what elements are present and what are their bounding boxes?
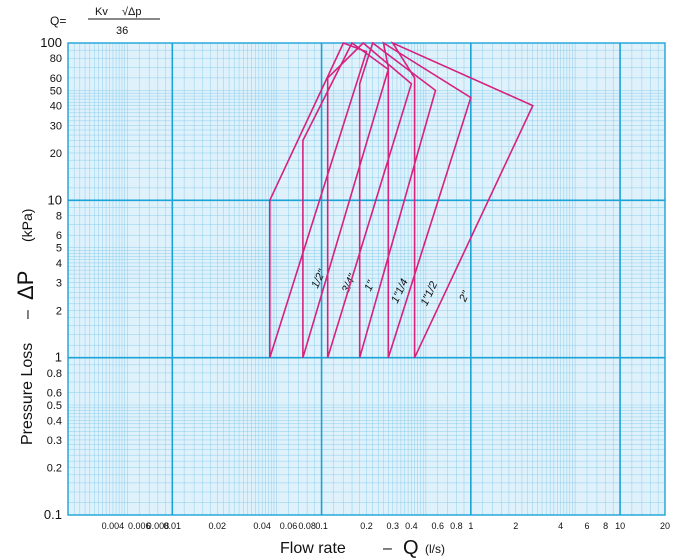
x-tick-label: 0.4 — [405, 521, 418, 531]
y-tick-label: 4 — [56, 258, 62, 270]
x-tick-label: 0.6 — [431, 521, 444, 531]
y-tick-label: 40 — [50, 101, 62, 113]
y-tick-label: 30 — [50, 120, 62, 132]
y-tick-label: 10 — [48, 192, 62, 207]
x-tick-label: 6 — [584, 521, 589, 531]
y-tick-label: 1 — [55, 350, 62, 365]
x-axis-title: Flow rate – Q (l/s) — [280, 537, 445, 559]
y-tick-label: 60 — [50, 73, 62, 85]
y-axis-title-unit: (kPa) — [19, 209, 35, 242]
x-tick-label: 0.2 — [360, 521, 373, 531]
y-axis-tick-labels: 0.1 0.2 0.3 0.4 0.50.6 0.8 1 2 3 4 56 8 10 20 30 40 5060… — [40, 35, 62, 522]
y-tick-label: 5 — [56, 243, 62, 255]
x-tick-label: 0.06 — [280, 521, 298, 531]
x-tick-label: 0.008 — [147, 521, 170, 531]
y-tick-label: 100 — [40, 35, 62, 50]
x-tick-label: 0.004 — [102, 521, 125, 531]
y-tick-label: 0.6 — [47, 388, 62, 400]
y-tick-label: 80 — [50, 53, 62, 65]
x-tick-label: 0.01 — [164, 521, 182, 531]
y-tick-label: 0.2 — [47, 463, 62, 475]
x-tick-label: 0.04 — [253, 521, 271, 531]
y-tick-label: 6 — [56, 230, 62, 242]
series-1in-outline — [326, 41, 413, 358]
y-tick-label: 0.1 — [44, 507, 62, 522]
series-1in1-4-outline — [358, 41, 437, 358]
x-tick-label: 0.3 — [387, 521, 400, 531]
y-tick-label: 2 — [56, 305, 62, 317]
y-tick-label: 20 — [50, 148, 62, 160]
y-axis-title-prefix: Pressure Loss — [19, 343, 36, 445]
y-tick-label: 0.4 — [47, 415, 62, 427]
x-axis-title-dash: – — [383, 540, 392, 557]
x-tick-label: 0.006 — [128, 521, 151, 531]
formula-denominator: 36 — [116, 25, 128, 37]
y-axis-title-dash: – — [19, 310, 36, 319]
x-tick-label: 10 — [615, 521, 625, 531]
y-tick-label: 8 — [56, 211, 62, 223]
x-tick-label: 4 — [558, 521, 563, 531]
series-2in-outline — [390, 41, 534, 359]
plot-frame — [67, 42, 666, 516]
x-tick-label: 0.8 — [450, 521, 463, 531]
x-tick-label: 20 — [660, 521, 670, 531]
major-grid — [68, 43, 665, 515]
x-tick-label: 1 — [468, 521, 473, 531]
x-tick-label: 8 — [603, 521, 608, 531]
y-tick-label: 3 — [56, 278, 62, 290]
formula-q-prefix: Q= — [50, 14, 66, 28]
x-axis-title-symbol: Q — [403, 537, 419, 559]
series-1-2in-outline — [269, 41, 368, 358]
formula-sqrt-dp: √Δp — [122, 6, 142, 18]
x-tick-label: 0.02 — [208, 521, 226, 531]
y-tick-label: 0.8 — [47, 368, 62, 380]
y-tick-label: 0.3 — [47, 435, 62, 447]
minor-grid — [68, 43, 665, 515]
series-1in1-2-outline — [382, 41, 472, 358]
flow-formula: Q= Kv √Δp 36 — [50, 6, 160, 37]
x-axis-title-prefix: Flow rate — [280, 540, 346, 557]
y-tick-label: 0.5 — [47, 400, 62, 412]
y-tick-label: 50 — [50, 85, 62, 97]
x-axis-title-unit: (l/s) — [425, 542, 445, 556]
x-tick-label: 2 — [513, 521, 518, 531]
y-axis-title: Pressure Loss – ΔP (kPa) — [13, 209, 38, 445]
x-tick-label: 0.1 — [315, 521, 328, 531]
x-tick-label: 0.08 — [298, 521, 316, 531]
y-axis-title-symbol: ΔP — [13, 271, 38, 300]
formula-kv: Kv — [95, 6, 108, 18]
